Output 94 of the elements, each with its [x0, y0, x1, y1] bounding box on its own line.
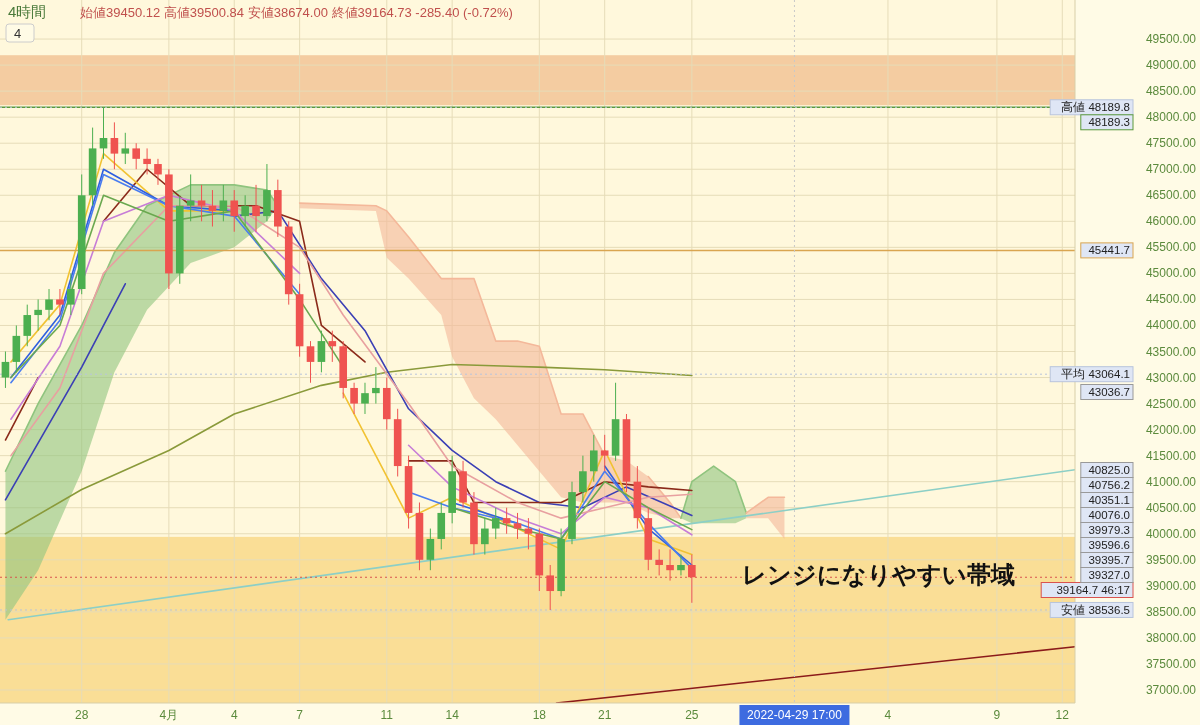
x-tick-label: 11: [380, 708, 394, 722]
candlestick: [306, 340, 315, 384]
candlestick: [666, 548, 674, 582]
candlestick: [655, 548, 663, 576]
annotation: 4: [14, 26, 22, 41]
y-tick-label: 42500.00: [1145, 396, 1197, 411]
x-tick-label: 21: [598, 708, 612, 722]
y-tick-label: 39500.00: [1145, 552, 1197, 567]
y-tick-label: 46500.00: [1145, 188, 1197, 203]
y-tick-label: 41500.00: [1145, 448, 1197, 463]
candlestick: [1, 351, 10, 389]
x-tick-label: 25: [685, 708, 699, 722]
y-tick-label: 45500.00: [1145, 240, 1197, 255]
text: 43036.7: [1088, 386, 1130, 398]
candlestick: [241, 194, 249, 228]
candlestick: [110, 121, 119, 170]
y-tick-label: 49500.00: [1145, 32, 1197, 47]
ref-line-label: 安値 38536.5: [1061, 602, 1130, 616]
candlestick: [589, 434, 598, 483]
text: 40756.2: [1088, 479, 1130, 491]
ref-line-label: 2022-04-29 17:00: [747, 708, 843, 722]
y-tick-label: 44500.00: [1145, 292, 1197, 307]
candlestick: [34, 298, 42, 332]
y-tick-label: 39000.00: [1145, 578, 1197, 593]
candlestick: [197, 184, 206, 222]
candlestick: [513, 512, 522, 540]
candlestick: [132, 142, 140, 170]
ref-line-label: 高値 48189.8: [1061, 100, 1130, 114]
y-tick-label: 41000.00: [1145, 474, 1197, 489]
y-tick-label: 45000.00: [1145, 266, 1197, 281]
x-tick-label: 4月: [159, 708, 179, 722]
x-tick-label: 18: [532, 708, 547, 722]
candlestick: [121, 132, 130, 165]
y-tick-label: 49000.00: [1145, 58, 1197, 73]
candlestick: [219, 184, 228, 222]
y-tick-label: 40500.00: [1145, 500, 1197, 515]
text: 39395.7: [1088, 554, 1130, 566]
y-tick-label: 48500.00: [1145, 84, 1197, 99]
candlestick: [67, 272, 75, 316]
candlestick: [186, 173, 195, 222]
chart-subtitle: 始値39450.12 高値39500.84 安値38674.00 終値39164.73 -285.40 (-0.72%): [80, 5, 513, 20]
candlestick: [361, 382, 369, 415]
y-tick-label: 42000.00: [1145, 422, 1197, 437]
text: 40825.0: [1088, 464, 1130, 476]
text: 39327.0: [1088, 569, 1130, 581]
x-tick-label: 4: [230, 708, 238, 722]
x-tick-label: 12: [1055, 708, 1070, 722]
y-tick-label: 47000.00: [1145, 162, 1197, 177]
ref-line-label: 48189.3: [1088, 116, 1130, 129]
candlestick: [372, 366, 380, 405]
text: 40351.1: [1088, 494, 1130, 506]
candlestick: [481, 517, 489, 556]
candlestick: [154, 158, 162, 186]
y-tick-label: 43500.00: [1145, 344, 1197, 359]
text: 39596.6: [1088, 539, 1130, 551]
ref-line-label: 45441.7: [1088, 244, 1130, 257]
candlestick: [230, 189, 239, 233]
text: 39979.3: [1088, 524, 1130, 536]
candlestick: [56, 288, 64, 316]
ref-line-label: 39164.7 46:17: [1056, 584, 1130, 596]
candlestick: [350, 382, 358, 415]
text: 40076.0: [1088, 509, 1130, 521]
candlestick: [491, 507, 500, 540]
y-tick-label: 40000.00: [1145, 526, 1197, 541]
candlestick: [23, 304, 32, 347]
x-tick-label: 4: [884, 708, 892, 722]
y-tick-label: 43000.00: [1145, 370, 1197, 385]
candlestick: [600, 434, 609, 472]
y-tick-label: 37000.00: [1145, 682, 1197, 697]
candlestick: [143, 147, 151, 175]
candlestick: [546, 564, 555, 611]
candlestick: [688, 554, 696, 604]
x-tick-label: 9: [993, 708, 1001, 722]
y-tick-label: 47500.00: [1145, 136, 1197, 151]
y-tick-label: 38500.00: [1145, 604, 1197, 619]
ref-line-label: 平均 43064.1: [1061, 368, 1130, 381]
y-tick-label: 48000.00: [1145, 110, 1197, 125]
y-tick-label: 37500.00: [1145, 656, 1197, 671]
candlestick: [677, 554, 685, 576]
candlestick: [252, 184, 260, 233]
y-tick-label: 46000.00: [1145, 214, 1197, 229]
x-tick-label: 14: [445, 708, 460, 722]
candlestick: [317, 330, 326, 373]
y-tick-label: 44000.00: [1145, 318, 1197, 333]
chart-title: 4時間: [8, 3, 47, 20]
x-tick-label: 7: [296, 708, 304, 722]
candlestick: [426, 528, 435, 571]
line-series: [4, 363, 693, 535]
band-label: レンジになりやすい帯域: [742, 561, 1015, 589]
x-tick-label: 28: [75, 708, 89, 722]
candlestick: [579, 455, 587, 504]
candlestick: [328, 330, 337, 363]
candlestick: [45, 288, 53, 321]
y-tick-label: 38000.00: [1145, 630, 1197, 645]
